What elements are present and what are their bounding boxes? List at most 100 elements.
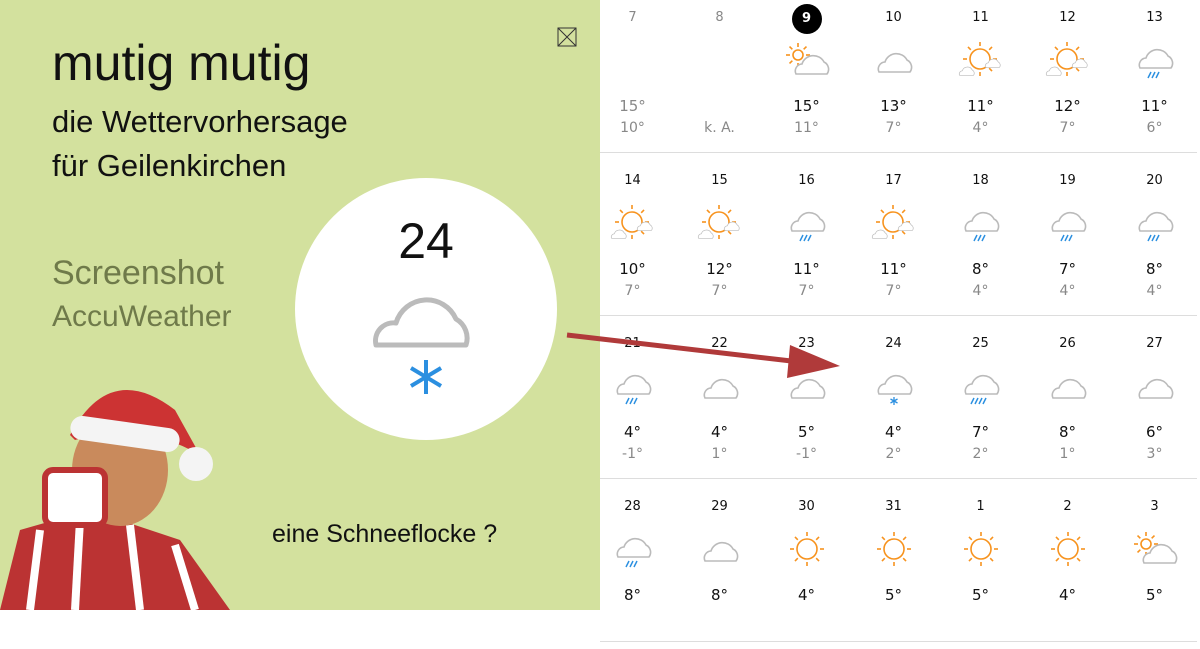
day-cell[interactable]: 30 4° — [763, 489, 850, 649]
high-temp: 11° — [1141, 97, 1168, 115]
day-number: 8 — [715, 10, 724, 25]
day-number: 30 — [798, 499, 815, 514]
rain-icon — [616, 374, 652, 405]
page-title: mutig mutig — [52, 35, 311, 91]
low-temp: 3° — [1146, 446, 1163, 462]
day-cell[interactable]: 8 k. A. — [676, 0, 763, 160]
day-cell[interactable]: 16 11° 7° — [763, 163, 850, 323]
day-cell[interactable]: 11 11° 4° — [937, 0, 1024, 160]
day-cell[interactable]: 24 4° 2° — [850, 326, 937, 486]
sun-cloud-icon — [610, 205, 653, 239]
week-row: 21 4° -1° 22 4° 1° 23 5° -1° 24 4° 2° 25 7° 2° 26 8° 1° 27… — [600, 316, 1197, 479]
low-temp: 6° — [1146, 120, 1163, 136]
highlight-circle: 24 — [295, 178, 557, 440]
rain-icon — [1138, 48, 1174, 79]
day-number: 25 — [972, 336, 989, 351]
day-cell[interactable]: 29 8° — [676, 489, 763, 649]
day-cell[interactable]: 15 12° 7° — [676, 163, 763, 323]
low-temp: 10° — [620, 120, 645, 136]
cloud-snow-icon — [373, 297, 470, 394]
day-number: 27 — [1146, 336, 1163, 351]
partly-cloudy-icon — [1134, 532, 1178, 564]
high-temp: 6° — [1145, 423, 1164, 441]
high-temp: 11° — [880, 260, 907, 278]
day-cell[interactable]: 23 5° -1° — [763, 326, 850, 486]
low-temp: 4° — [1059, 283, 1076, 299]
day-cell[interactable]: 20 8° 4° — [1111, 163, 1198, 323]
day-number: 17 — [885, 173, 902, 188]
day-number: 16 — [798, 173, 815, 188]
day-cell[interactable]: 27 6° 3° — [1111, 326, 1198, 486]
high-temp: 13° — [880, 97, 907, 115]
low-temp: 2° — [885, 446, 902, 462]
question-text: eine Schneeflocke ? — [272, 520, 498, 548]
low-temp: k. A. — [704, 120, 735, 136]
highlight-day: 24 — [398, 213, 454, 269]
day-cell[interactable]: 13 11° 6° — [1111, 0, 1198, 160]
day-number: 11 — [972, 10, 989, 25]
day-cell[interactable]: 31 5° — [850, 489, 937, 649]
day-cell[interactable]: 21 4° -1° — [589, 326, 676, 486]
day-cell[interactable]: 10 13° 7° — [850, 0, 937, 160]
santa-man-illustration — [0, 390, 230, 610]
day-cell[interactable]: 22 4° 1° — [676, 326, 763, 486]
high-temp: 15° — [793, 97, 820, 115]
partly-cloudy-icon — [786, 43, 830, 75]
day-number: 3 — [1150, 499, 1159, 514]
day-cell[interactable]: 12 12° 7° — [1024, 0, 1111, 160]
low-temp: -1° — [796, 446, 817, 462]
day-cell[interactable]: 3 5° — [1111, 489, 1198, 649]
cloud-icon — [1138, 378, 1174, 399]
low-temp: 7° — [798, 283, 815, 299]
day-number: 31 — [885, 499, 902, 514]
high-temp: 7° — [971, 423, 990, 441]
low-temp: 1° — [1059, 446, 1076, 462]
high-temp: 8° — [623, 586, 642, 604]
low-temp: 7° — [1059, 120, 1076, 136]
day-cell[interactable]: 19 7° 4° — [1024, 163, 1111, 323]
high-temp: 11° — [967, 97, 994, 115]
sun-cloud-icon — [697, 205, 740, 239]
day-number: 9 — [763, 4, 850, 34]
snow-icon — [877, 374, 913, 405]
day-number: 23 — [798, 336, 815, 351]
day-cell[interactable]: 1 5° — [937, 489, 1024, 649]
day-cell[interactable]: 14 10° 7° — [589, 163, 676, 323]
high-temp: 11° — [793, 260, 820, 278]
day-number: 21 — [624, 336, 641, 351]
source-label: Screenshot — [52, 254, 224, 292]
promo-panel: mutig mutig die Wettervorhersage für Gei… — [0, 0, 600, 610]
day-cell[interactable]: 18 8° 4° — [937, 163, 1024, 323]
day-number: 1 — [976, 499, 985, 514]
rain-icon — [1051, 211, 1087, 242]
high-temp: 8° — [971, 260, 990, 278]
close-icon[interactable] — [557, 27, 577, 47]
cloud-icon — [703, 541, 739, 562]
day-cell[interactable]: 26 8° 1° — [1024, 326, 1111, 486]
high-temp: 8° — [1145, 260, 1164, 278]
cloud-icon — [790, 378, 826, 399]
day-cell[interactable]: 28 8° — [589, 489, 676, 649]
low-temp: 7° — [711, 283, 728, 299]
day-number: 20 — [1146, 173, 1163, 188]
day-number: 26 — [1059, 336, 1076, 351]
source-name: AccuWeather — [52, 300, 232, 333]
cloud-icon — [1051, 378, 1087, 399]
high-temp: 4° — [710, 423, 729, 441]
day-number: 28 — [624, 499, 641, 514]
day-cell[interactable]: 2 4° — [1024, 489, 1111, 649]
day-number: 12 — [1059, 10, 1076, 25]
day-cell[interactable]: 7 15° 10° — [589, 0, 676, 160]
day-number: 18 — [972, 173, 989, 188]
day-cell[interactable]: 17 11° 7° — [850, 163, 937, 323]
day-cell[interactable]: 25 7° 2° — [937, 326, 1024, 486]
day-cell[interactable]: 9 15° 11° — [763, 0, 850, 160]
high-temp: 8° — [1058, 423, 1077, 441]
sun-cloud-icon — [958, 42, 1001, 76]
high-temp: 7° — [1058, 260, 1077, 278]
day-number: 7 — [628, 10, 637, 25]
rain-icon — [1138, 211, 1174, 242]
low-temp: 1° — [711, 446, 728, 462]
low-temp: 11° — [794, 120, 819, 136]
week-row: 14 10° 7° 15 12° 7° 16 11° 7° 17 11° 7° 18 8° 4° 19 7° 4°… — [600, 153, 1197, 316]
